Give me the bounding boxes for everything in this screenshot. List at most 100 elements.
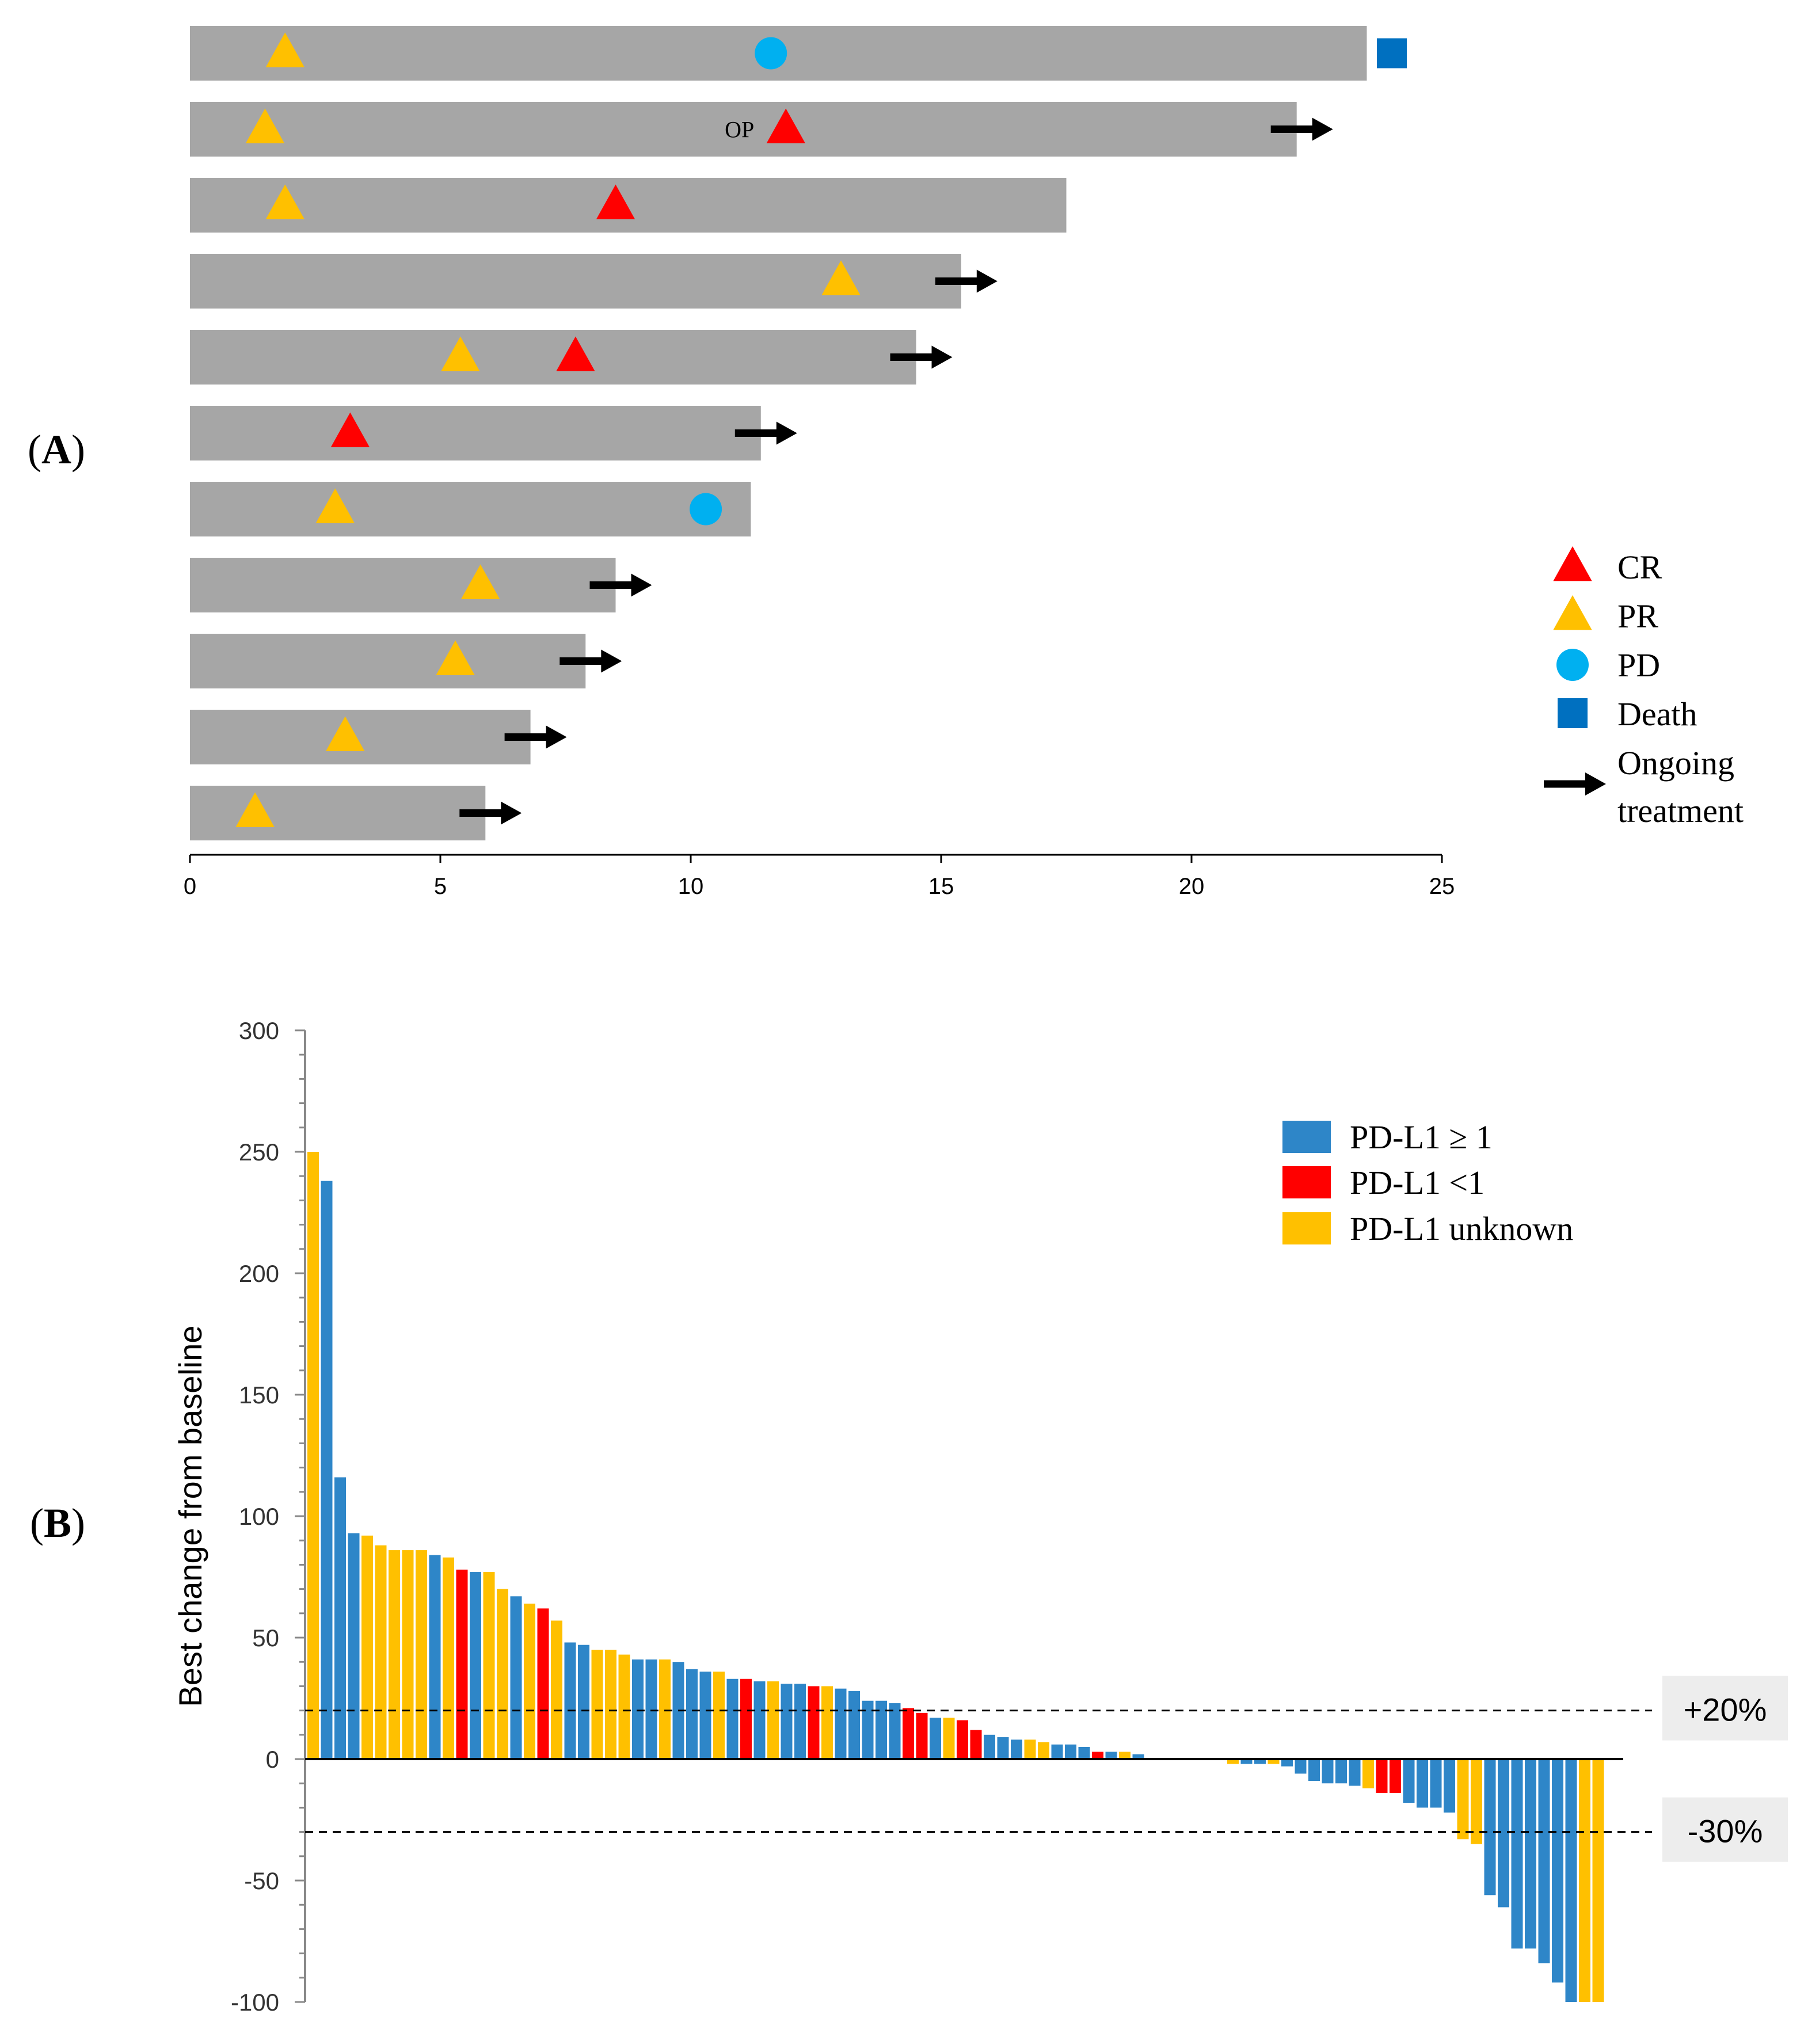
y-axis: -100 -50 0 50 100 150 200 250 300 Best change fro… [172,1017,306,2016]
bar-59 [1092,1752,1103,1759]
bar-87 [1471,1759,1482,1844]
threshold-label-low: -30% [1662,1797,1788,1862]
bar-69 [1227,1759,1239,1764]
bar-22 [591,1650,603,1759]
legend-pr-marker [1553,595,1592,630]
bar-25 [632,1659,644,1759]
x-axis: 0 5 10 15 20 25 [184,854,1455,898]
bar-95 [1579,1759,1590,2002]
patient-row-6 [190,406,797,460]
bar-80 [1376,1759,1388,1794]
legend-cr-label: CR [1617,549,1662,586]
bar-45 [903,1708,914,1759]
y-tick-label: -50 [244,1867,279,1894]
panel-label-b: (B) [30,1500,85,1546]
bar-11 [443,1557,454,1759]
bar-70 [1240,1759,1253,1764]
patient-row-1 [190,26,1407,81]
legend-death-label: Death [1617,695,1697,733]
y-tick-label: 300 [239,1017,279,1044]
ongoing-arrow [459,801,522,825]
bar-73 [1281,1759,1293,1767]
bar-50 [970,1730,982,1759]
bar-58 [1078,1746,1090,1759]
op-annotation: OP [725,117,754,143]
y-tick-label: 50 [252,1624,279,1651]
bar-49 [957,1720,968,1759]
waterfall-plot: -100 -50 0 50 100 150 200 250 300 Best change fro… [172,1017,1788,2016]
cr-marker [556,336,595,371]
patient-row-2: OP [190,102,1333,157]
patient-row-8 [190,558,652,612]
cr-marker [596,184,635,219]
duration-bar [190,634,586,688]
bar-6 [375,1545,387,1759]
pr-marker [436,640,475,675]
duration-bar [190,786,486,840]
x-tick-label: 0 [184,874,196,898]
bar-19 [551,1620,562,1759]
bar-84 [1430,1759,1442,1808]
bar-38 [808,1686,820,1759]
duration-bar [190,330,916,385]
x-tick-label: 25 [1429,874,1455,898]
legend-pos-swatch [1282,1121,1331,1153]
bar-24 [618,1654,630,1759]
patient-row-11 [190,786,522,840]
legend-ongoing-arrow [1544,772,1606,795]
x-tick-label: 5 [434,874,447,898]
ongoing-arrow [890,345,953,369]
pr-marker [326,716,365,751]
threshold-label-high: +20% [1662,1676,1788,1741]
death-marker [1377,38,1407,68]
bar-89 [1498,1759,1509,1908]
pd-marker [690,493,722,526]
bar-88 [1484,1759,1496,1895]
bar-52 [997,1737,1009,1759]
bar-93 [1552,1759,1563,1983]
patient-row-9 [190,634,622,688]
bar-72 [1267,1759,1280,1764]
legend-unk-label: PD-L1 unknown [1350,1210,1573,1247]
bar-77 [1335,1759,1347,1784]
duration-bar [190,482,751,536]
bar-9 [416,1550,427,1759]
bar-91 [1525,1759,1536,1949]
bar-7 [389,1550,400,1759]
y-tick-label: 200 [239,1260,279,1287]
duration-bar [190,178,1067,233]
legend-neg-label: PD-L1 <1 [1350,1164,1485,1201]
bar-5 [361,1535,373,1759]
bar-83 [1417,1759,1428,1808]
ongoing-arrow [504,725,567,749]
bar-30 [699,1672,711,1759]
bar-2 [321,1181,333,1759]
x-tick-label: 10 [678,874,704,898]
bar-16 [510,1596,522,1759]
bar-8 [402,1550,414,1759]
pr-marker [265,184,304,219]
bar-17 [524,1603,535,1759]
bar-26 [645,1659,657,1759]
bar-47 [930,1718,941,1759]
cr-marker [330,412,370,447]
bar-54 [1024,1740,1036,1759]
ongoing-arrow [589,573,652,597]
bar-3 [334,1477,346,1759]
legend-death-marker [1558,698,1588,728]
bars [307,1152,1604,2002]
pr-marker [821,260,861,295]
bar-15 [497,1589,508,1759]
bar-55 [1038,1742,1049,1759]
pr-marker [245,108,285,143]
bar-51 [984,1734,995,1759]
legend-pos-label: PD-L1 ≥ 1 [1350,1118,1493,1156]
duration-bar [190,102,1297,157]
bar-1 [307,1152,319,1759]
bar-61 [1119,1752,1131,1759]
bar-29 [686,1669,698,1759]
patient-row-4 [190,254,998,309]
x-tick-label: 20 [1179,874,1205,898]
bar-74 [1295,1759,1307,1774]
threshold-label-high-text: +20% [1684,1692,1767,1728]
